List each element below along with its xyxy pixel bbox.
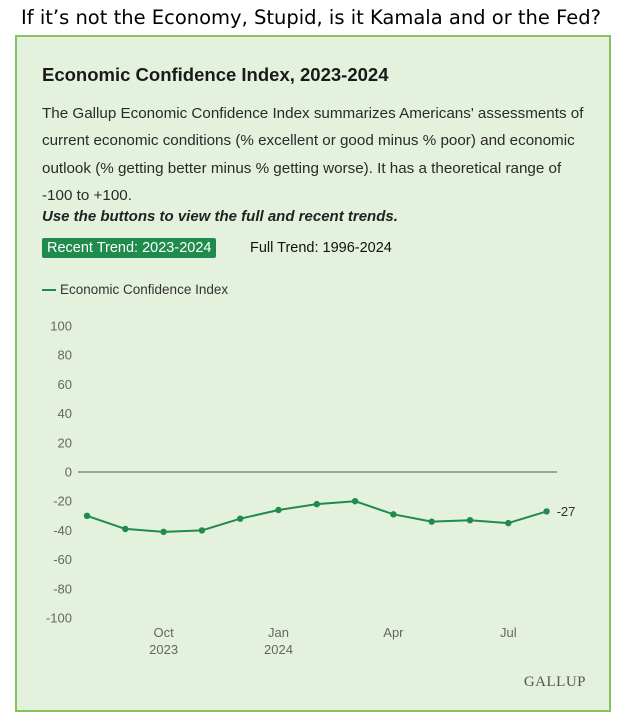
data-point bbox=[275, 506, 282, 514]
data-point bbox=[122, 525, 129, 533]
legend-line-swatch bbox=[42, 289, 56, 292]
x-tick-label: Jul bbox=[500, 625, 517, 640]
x-tick-label: Apr bbox=[383, 625, 404, 640]
y-tick-label: 20 bbox=[58, 435, 72, 450]
data-point bbox=[83, 512, 91, 519]
x-tick-year-label: 2023 bbox=[149, 642, 178, 657]
x-tick-label: Oct bbox=[153, 625, 174, 640]
y-tick-label: 60 bbox=[58, 377, 72, 392]
data-point bbox=[313, 500, 320, 508]
data-point bbox=[237, 515, 244, 522]
y-tick-label: 0 bbox=[65, 465, 72, 480]
data-point bbox=[198, 527, 206, 534]
data-point bbox=[505, 519, 512, 527]
y-tick-label: -100 bbox=[46, 611, 72, 626]
data-point bbox=[160, 528, 167, 536]
data-point bbox=[428, 518, 435, 525]
y-tick-label: 80 bbox=[58, 348, 72, 363]
x-axis: Oct 2023 Jan 2024 Apr Jul bbox=[149, 625, 517, 657]
gallup-logo: GALLUP bbox=[523, 674, 586, 690]
y-tick-label: 40 bbox=[58, 406, 72, 421]
y-axis: 100 80 60 40 20 0 -20 -40 -60 -80 -100 bbox=[46, 319, 72, 626]
data-point bbox=[466, 516, 474, 524]
end-value-label: -27 bbox=[557, 504, 576, 519]
plot-area: -27 bbox=[78, 471, 576, 536]
data-point bbox=[390, 511, 397, 518]
recent-trend-button[interactable]: Recent Trend: 2023-2024 bbox=[42, 238, 217, 258]
data-point bbox=[543, 508, 550, 515]
data-point bbox=[351, 498, 359, 505]
y-tick-label: 100 bbox=[50, 319, 72, 334]
x-tick-year-label: 2024 bbox=[264, 642, 293, 657]
chart-legend: Economic Confidence Index bbox=[42, 282, 228, 297]
y-tick-label: -80 bbox=[53, 581, 72, 596]
chart-instruction: Use the buttons to view the full and rec… bbox=[42, 208, 398, 225]
y-tick-label: -20 bbox=[53, 494, 72, 509]
full-trend-button[interactable]: Full Trend: 1996-2024 bbox=[250, 240, 392, 256]
page-headline: If it’s not the Economy, Stupid, is it K… bbox=[21, 6, 601, 29]
y-tick-label: -40 bbox=[53, 523, 72, 538]
x-tick-label: Jan bbox=[268, 625, 289, 640]
chart-card: Economic Confidence Index, 2023-2024 The… bbox=[15, 35, 611, 712]
legend-label: Economic Confidence Index bbox=[60, 282, 229, 297]
chart-title: Economic Confidence Index, 2023-2024 bbox=[42, 64, 389, 85]
chart-description: The Gallup Economic Confidence Index sum… bbox=[42, 105, 584, 204]
y-tick-label: -60 bbox=[53, 552, 72, 567]
